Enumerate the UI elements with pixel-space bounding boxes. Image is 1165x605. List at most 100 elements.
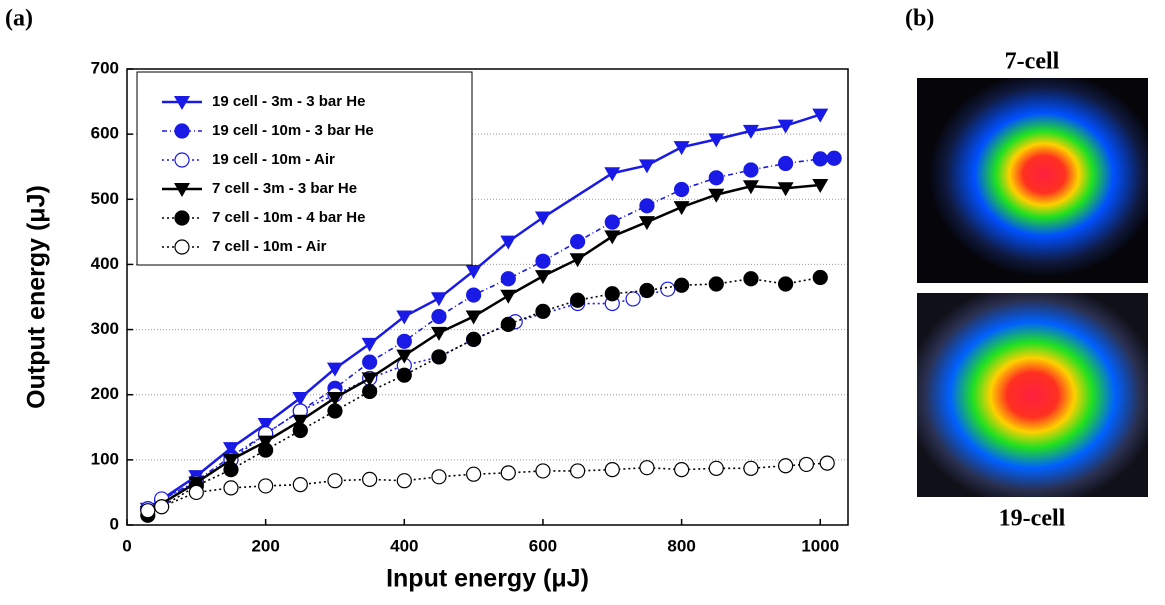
legend-box bbox=[136, 71, 473, 266]
marker bbox=[708, 170, 724, 186]
x-tick-label: 800 bbox=[667, 536, 695, 555]
legend-marker bbox=[174, 96, 190, 110]
marker bbox=[257, 418, 274, 433]
panel-label: (b) bbox=[905, 6, 934, 32]
marker bbox=[431, 349, 447, 365]
marker bbox=[362, 383, 378, 400]
marker bbox=[430, 292, 447, 307]
marker bbox=[743, 162, 759, 178]
marker bbox=[660, 281, 676, 297]
marker bbox=[604, 230, 621, 245]
marker bbox=[500, 316, 516, 332]
marker bbox=[396, 349, 413, 364]
marker bbox=[826, 150, 842, 166]
marker bbox=[396, 310, 413, 325]
legend-label: 7 cell - 3m - 3 bar He bbox=[212, 180, 357, 197]
marker bbox=[292, 477, 308, 493]
marker bbox=[465, 264, 482, 279]
marker bbox=[639, 198, 655, 214]
marker bbox=[742, 124, 759, 139]
image-label: 19-cell bbox=[999, 506, 1066, 532]
marker bbox=[500, 235, 517, 250]
marker bbox=[639, 282, 655, 299]
marker bbox=[292, 422, 308, 439]
marker bbox=[778, 458, 794, 474]
legend-marker bbox=[174, 123, 190, 139]
marker bbox=[743, 460, 759, 476]
legend-marker bbox=[174, 183, 190, 197]
image-label: 7-cell bbox=[1005, 49, 1060, 75]
marker bbox=[188, 484, 204, 501]
marker bbox=[604, 167, 621, 182]
series-line bbox=[147, 462, 828, 512]
beam-image bbox=[917, 78, 1148, 283]
marker bbox=[534, 211, 551, 226]
marker bbox=[742, 180, 759, 195]
x-tick-label: 0 bbox=[122, 536, 131, 555]
marker bbox=[361, 372, 378, 387]
legend-label: 7 cell - 10m - 4 bar He bbox=[212, 209, 365, 226]
marker bbox=[812, 269, 828, 286]
marker bbox=[500, 289, 517, 304]
marker bbox=[812, 151, 828, 167]
marker bbox=[327, 403, 343, 419]
y-tick-label: 300 bbox=[91, 319, 119, 338]
legend-label: 19 cell - 10m - 3 bar He bbox=[212, 122, 374, 139]
y-tick-label: 500 bbox=[91, 189, 119, 208]
marker bbox=[431, 308, 447, 325]
marker bbox=[258, 478, 274, 494]
x-tick-label: 600 bbox=[529, 536, 557, 555]
x-tick-label: 400 bbox=[390, 536, 418, 555]
marker bbox=[777, 182, 794, 197]
plot-frame bbox=[126, 68, 849, 526]
marker bbox=[569, 253, 586, 268]
marker bbox=[258, 442, 274, 458]
marker bbox=[674, 277, 690, 293]
marker bbox=[535, 253, 551, 269]
x-tick-label: 1000 bbox=[801, 536, 839, 555]
marker bbox=[673, 141, 690, 156]
marker bbox=[361, 337, 378, 352]
panel-label: (a) bbox=[5, 6, 33, 32]
marker bbox=[674, 181, 690, 198]
marker bbox=[638, 216, 655, 231]
y-tick-label: 700 bbox=[91, 58, 119, 77]
marker bbox=[466, 287, 482, 303]
marker bbox=[465, 310, 482, 325]
x-tick-label: 200 bbox=[251, 536, 279, 555]
series-line bbox=[147, 157, 835, 510]
marker bbox=[223, 480, 239, 496]
legend-marker bbox=[174, 152, 190, 168]
marker bbox=[819, 455, 835, 471]
series-line bbox=[147, 276, 821, 516]
marker bbox=[674, 462, 690, 478]
marker bbox=[466, 331, 482, 347]
marker bbox=[604, 286, 620, 302]
marker bbox=[466, 466, 482, 482]
marker bbox=[535, 463, 551, 479]
beam-image bbox=[917, 293, 1148, 497]
marker bbox=[570, 463, 586, 479]
marker bbox=[673, 201, 690, 216]
marker bbox=[362, 471, 378, 487]
marker bbox=[743, 271, 759, 287]
marker bbox=[708, 133, 725, 148]
marker bbox=[362, 354, 378, 370]
legend-label: 19 cell - 3m - 3 bar He bbox=[212, 93, 365, 110]
marker bbox=[639, 460, 655, 476]
marker bbox=[396, 333, 412, 349]
y-tick-label: 400 bbox=[91, 254, 119, 273]
marker bbox=[604, 462, 620, 478]
marker bbox=[430, 326, 447, 341]
marker bbox=[638, 159, 655, 174]
marker bbox=[500, 465, 516, 481]
marker bbox=[778, 276, 794, 292]
marker bbox=[396, 367, 412, 383]
marker bbox=[777, 119, 794, 134]
marker bbox=[812, 108, 829, 123]
legend-label: 7 cell - 10m - Air bbox=[212, 238, 327, 255]
marker bbox=[396, 473, 412, 489]
marker bbox=[154, 499, 170, 515]
y-tick-label: 100 bbox=[91, 449, 119, 468]
